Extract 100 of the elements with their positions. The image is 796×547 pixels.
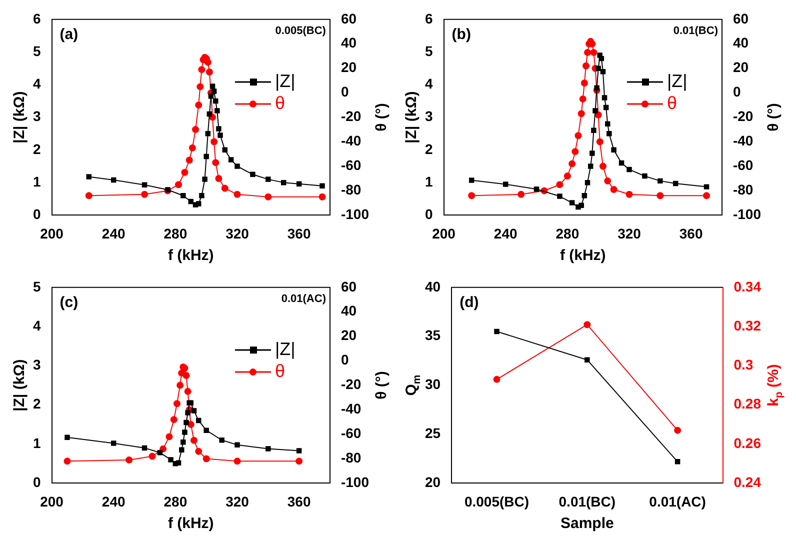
y2-tick-label: -40 xyxy=(732,132,754,149)
y2-tick-label: -80 xyxy=(732,182,754,198)
y2-tick-label: 40 xyxy=(732,34,749,51)
annotation: (b) xyxy=(452,26,471,44)
y2-tick-label: 60 xyxy=(340,278,357,294)
y2-tick-label: 20 xyxy=(732,59,749,76)
y2-tick-label: -40 xyxy=(340,132,362,149)
y2-tick-label: 0.34 xyxy=(734,278,762,294)
x-tick-label: 240 xyxy=(494,225,518,242)
x-tick-label: 360 xyxy=(287,493,311,510)
x-axis-title: f (kHz) xyxy=(560,247,606,264)
y-tick-label: 20 xyxy=(424,474,441,490)
y-tick-label: 2 xyxy=(32,396,41,412)
x-tick-label: 280 xyxy=(164,225,188,242)
x-tick-label: 280 xyxy=(164,493,188,510)
legend-label: θ xyxy=(666,93,677,114)
y-tick-label: 6 xyxy=(424,10,433,26)
y-tick-label: 2 xyxy=(32,140,41,157)
y2-tick-label: 40 xyxy=(340,34,357,51)
y-tick-label: 6 xyxy=(32,10,41,26)
x-tick-label: 360 xyxy=(287,225,311,242)
x-tick-label: 0.01(BC) xyxy=(558,493,616,510)
annotation: 0.01(AC) xyxy=(281,292,326,305)
y2-tick-label: 20 xyxy=(340,59,357,76)
y-tick-label: 4 xyxy=(32,76,41,92)
annotation: (d) xyxy=(460,294,479,312)
legend-label: |Z| xyxy=(274,339,296,360)
y-tick-label: 1 xyxy=(32,434,41,451)
x-tick-label: 200 xyxy=(432,225,456,242)
y2-tick-label: 60 xyxy=(340,10,357,26)
y2-tick-label: -100 xyxy=(732,206,762,222)
x-tick-label: 200 xyxy=(40,225,64,242)
y-tick-label: 35 xyxy=(424,327,441,344)
y-tick-label: 5 xyxy=(424,42,433,59)
y2-axis-title: θ (°) xyxy=(765,103,782,132)
y2-tick-label: -100 xyxy=(340,474,370,490)
annotation: 0.005(BC) xyxy=(275,24,326,37)
y-axis-title: Qm xyxy=(403,374,424,396)
y2-tick-label: 0.26 xyxy=(734,434,762,451)
y-tick-label: 4 xyxy=(424,76,433,92)
y2-tick-label: -20 xyxy=(340,108,362,124)
y2-axis-title: θ (°) xyxy=(373,371,390,400)
legend-label: |Z| xyxy=(274,71,296,92)
y-tick-label: 3 xyxy=(32,108,41,124)
y-tick-label: 5 xyxy=(32,42,41,59)
legend-label: θ xyxy=(274,361,285,382)
annotation: (c) xyxy=(60,294,78,312)
y-axis-title: |Z| (kΩ) xyxy=(403,91,420,144)
x-axis-title: f (kHz) xyxy=(168,247,214,264)
x-tick-label: 360 xyxy=(679,225,703,242)
y-tick-label: 40 xyxy=(424,278,441,294)
x-tick-label: 320 xyxy=(618,225,642,242)
y2-tick-label: 0.28 xyxy=(734,396,762,412)
y2-tick-label: 20 xyxy=(340,327,357,344)
y2-tick-label: -40 xyxy=(340,400,362,417)
x-tick-label: 320 xyxy=(226,493,250,510)
y-tick-label: 3 xyxy=(424,108,433,124)
y-tick-label: 1 xyxy=(424,173,433,190)
y2-tick-label: -100 xyxy=(340,206,370,222)
y2-tick-label: 0 xyxy=(732,84,741,100)
y2-tick-label: -60 xyxy=(340,425,362,442)
y2-axis-title: θ (°) xyxy=(373,103,390,132)
y2-tick-label: -20 xyxy=(732,108,754,124)
x-axis-title: f (kHz) xyxy=(168,515,214,532)
x-tick-label: 240 xyxy=(102,493,126,510)
y-tick-label: 0 xyxy=(424,206,433,222)
y2-tick-label: 0 xyxy=(340,84,349,100)
y2-tick-label: 0.3 xyxy=(734,356,754,373)
y-tick-label: 30 xyxy=(424,376,441,392)
y-tick-label: 1 xyxy=(32,173,41,190)
y-tick-label: 25 xyxy=(424,425,441,442)
y-tick-label: 0 xyxy=(32,474,41,490)
y-tick-label: 4 xyxy=(32,317,41,334)
y2-tick-label: -80 xyxy=(340,182,362,198)
x-tick-label: 0.01(AC) xyxy=(649,493,706,510)
y-tick-label: 5 xyxy=(32,278,41,294)
legend-label: θ xyxy=(274,93,285,114)
y2-axis-title: kp (%) xyxy=(765,364,786,406)
annotation: (a) xyxy=(60,26,78,44)
x-tick-label: 240 xyxy=(102,225,126,242)
y2-tick-label: 0.32 xyxy=(734,317,762,334)
y2-tick-label: -20 xyxy=(340,376,362,392)
y-tick-label: 2 xyxy=(424,140,433,157)
x-tick-label: 320 xyxy=(226,225,250,242)
y-tick-label: 3 xyxy=(32,356,41,373)
x-tick-label: 280 xyxy=(556,225,580,242)
x-tick-label: 200 xyxy=(40,493,64,510)
x-axis-title: Sample xyxy=(560,515,614,532)
y-tick-label: 0 xyxy=(32,206,41,222)
y2-tick-label: -60 xyxy=(732,157,754,174)
y-axis-title: |Z| (kΩ) xyxy=(11,359,28,412)
y2-tick-label: 60 xyxy=(732,10,749,26)
y2-tick-label: -80 xyxy=(340,450,362,466)
legend-label: |Z| xyxy=(666,71,688,92)
y2-tick-label: 40 xyxy=(340,302,357,319)
y2-tick-label: 0 xyxy=(340,352,349,368)
x-tick-label: 0.005(BC) xyxy=(464,493,530,510)
y2-tick-label: 0.24 xyxy=(734,474,762,490)
y-axis-title: |Z| (kΩ) xyxy=(11,91,28,144)
annotation: 0.01(BC) xyxy=(673,24,718,37)
